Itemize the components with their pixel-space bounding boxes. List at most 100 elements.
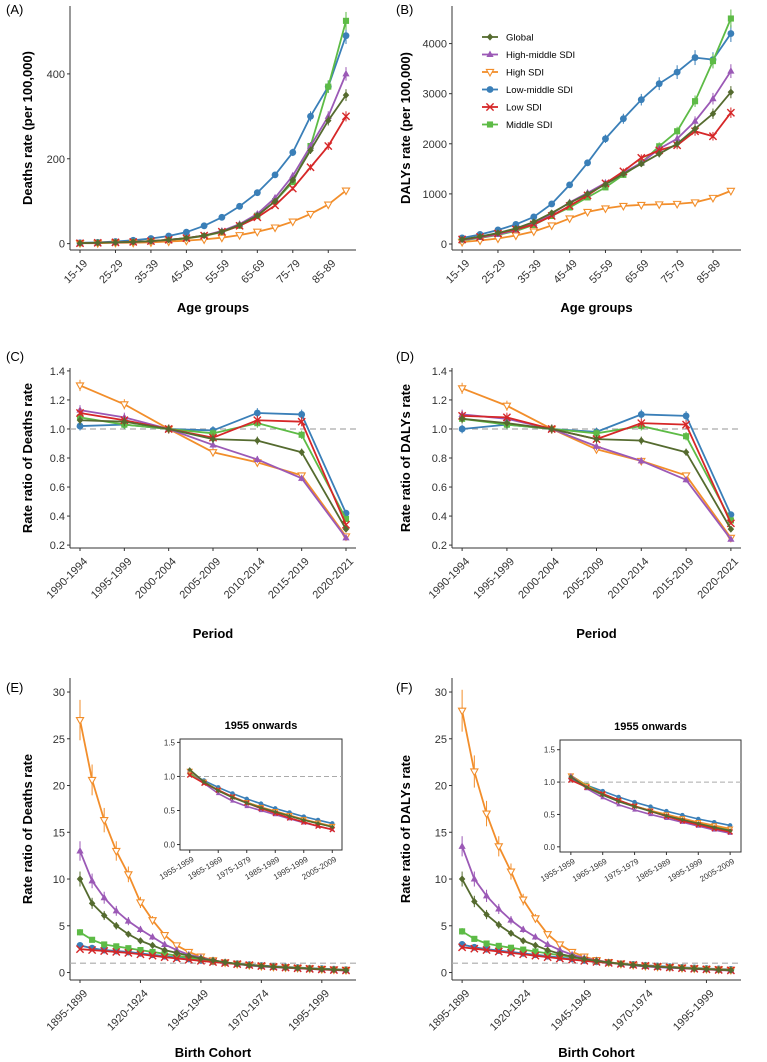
data-point [342, 91, 350, 99]
data-point [111, 847, 121, 857]
inset-title: 1955 onwards [225, 720, 298, 732]
y-tick-label: 5 [441, 921, 447, 933]
data-point [495, 904, 503, 912]
data-point [726, 187, 736, 196]
data-point [530, 218, 538, 226]
data-point [619, 115, 627, 123]
chart-panel-3: 0.20.40.60.81.01.21.41990-19941995-19992… [6, 349, 356, 641]
data-point [271, 171, 279, 179]
data-point [727, 67, 735, 74]
data-point [149, 948, 156, 956]
x-tick-label: 2010-2014 [222, 556, 268, 602]
x-tick-label: 85-89 [695, 258, 723, 286]
data-point [637, 411, 645, 418]
data-point [208, 449, 218, 458]
y-tick-label: 1.0 [50, 424, 65, 436]
x-tick-label: 1995-1999 [286, 988, 332, 1034]
data-point [121, 418, 128, 426]
data-point [502, 402, 512, 411]
data-point [555, 954, 564, 963]
data-point [306, 163, 315, 172]
data-point [638, 160, 645, 168]
data-point [548, 200, 556, 208]
data-point [197, 954, 205, 963]
inset-data-point [330, 824, 335, 830]
data-point [76, 422, 84, 430]
inset-data-point [201, 779, 207, 785]
y-tick-label: 2000 [423, 139, 447, 151]
x-tick-label: 1920-1924 [105, 988, 151, 1034]
data-point [100, 893, 108, 901]
inset-chart: 1955 onwards 0.0 0.5 1.0 1.5 1955-19591965-19… [539, 721, 742, 884]
data-point [87, 776, 97, 786]
data-point [618, 202, 628, 212]
data-point [76, 929, 84, 936]
data-point [519, 937, 527, 945]
data-point [518, 896, 528, 905]
x-tick-label: 65-69 [239, 258, 267, 286]
data-point [297, 417, 306, 426]
inset-data-point [258, 805, 264, 811]
y-tick-label: 0.6 [432, 482, 447, 494]
legend-swatch-marker [486, 33, 494, 41]
data-point [289, 176, 297, 184]
x-tick-label: 35-39 [516, 258, 544, 286]
series-line-high-sdi [80, 189, 347, 245]
x-tick-label: 2010-2014 [606, 556, 652, 602]
data-point [530, 213, 538, 221]
data-point [531, 951, 540, 960]
data-point [507, 944, 515, 951]
data-point [593, 435, 600, 443]
data-point [600, 205, 610, 214]
data-point [519, 950, 528, 959]
data-point [520, 946, 527, 953]
data-point [233, 960, 241, 968]
data-point [458, 875, 466, 883]
data-point [690, 199, 700, 208]
data-point [682, 412, 690, 420]
data-point [271, 197, 279, 205]
data-point [200, 222, 208, 230]
y-tick-label: 0 [441, 239, 447, 251]
data-point [112, 238, 119, 246]
inset-data-point [244, 796, 250, 802]
data-point [161, 940, 169, 947]
data-point [270, 963, 277, 971]
data-point [123, 871, 133, 880]
inset-data-point [664, 813, 669, 819]
data-point [565, 215, 575, 224]
data-point [556, 946, 564, 953]
data-point [470, 875, 478, 882]
chart-panel-1: 0 200 400 15-19 25-29 35-39 45-49 55-59 65-69 75-… [6, 2, 356, 315]
chart-panel-2: 0 1000 2000 3000 4000 15-19 25-29 35-39 45-49 55-… [396, 2, 741, 315]
inset-data-point [273, 809, 278, 815]
data-point [548, 425, 555, 433]
data-point [642, 962, 649, 970]
data-point [129, 238, 137, 246]
data-point [183, 234, 190, 242]
data-point [709, 94, 717, 102]
data-point [459, 928, 466, 935]
y-axis-title: Rate ratio of DALYs rate [398, 384, 413, 532]
x-tick-label: 1995-1999 [671, 988, 717, 1034]
data-point [112, 947, 121, 957]
inset-y-tick-label: 0.5 [164, 807, 176, 816]
data-point [94, 239, 101, 247]
inset-data-point [680, 817, 685, 823]
data-point [218, 213, 226, 221]
data-point [482, 945, 491, 955]
data-point [252, 228, 262, 237]
data-point [149, 941, 156, 950]
panel-letter: (D) [396, 349, 414, 364]
panel-letter: (F) [396, 680, 413, 695]
x-axis-title: Age groups [560, 300, 632, 315]
data-point [165, 425, 172, 433]
data-point [172, 954, 181, 963]
inset-y-tick-label: 0.0 [544, 843, 556, 852]
legend-swatch-marker [485, 102, 495, 112]
data-point [584, 159, 591, 167]
inset-y-tick-label: 0.5 [544, 810, 556, 819]
data-point [458, 415, 466, 423]
data-point [673, 134, 681, 142]
